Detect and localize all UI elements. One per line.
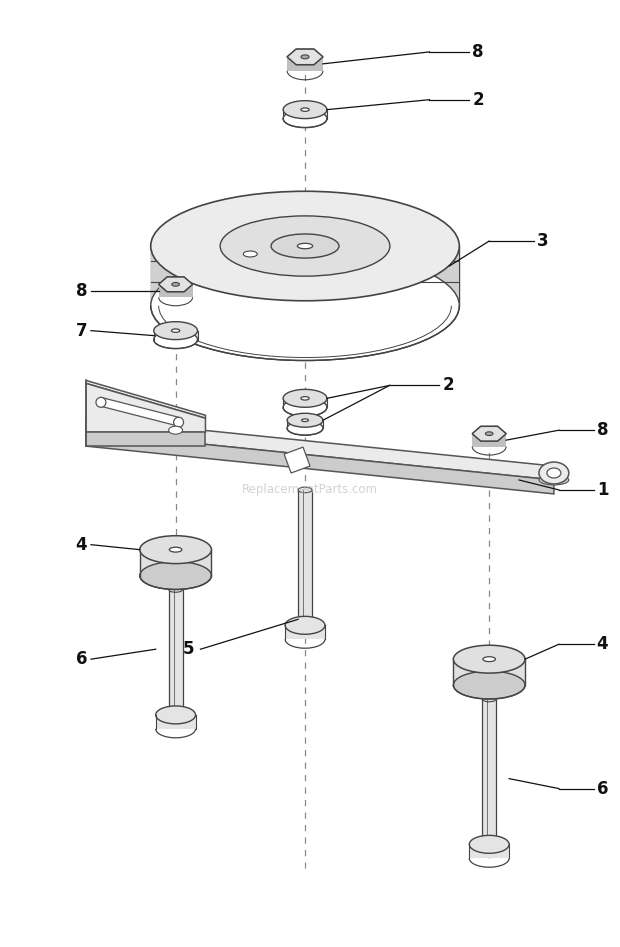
- Ellipse shape: [96, 398, 106, 407]
- Text: 1: 1: [596, 481, 608, 499]
- Ellipse shape: [169, 587, 182, 592]
- Ellipse shape: [453, 671, 525, 699]
- Bar: [156, 715, 195, 729]
- Ellipse shape: [169, 426, 182, 434]
- Ellipse shape: [539, 462, 569, 484]
- Text: 2: 2: [472, 91, 484, 109]
- Ellipse shape: [283, 110, 327, 128]
- Ellipse shape: [301, 108, 309, 112]
- Bar: [169, 589, 182, 715]
- Text: 4: 4: [596, 635, 608, 653]
- Bar: [154, 331, 198, 340]
- Bar: [283, 110, 327, 118]
- Polygon shape: [101, 398, 179, 426]
- Ellipse shape: [301, 419, 308, 421]
- Ellipse shape: [172, 329, 180, 332]
- Ellipse shape: [154, 331, 198, 348]
- Text: 4: 4: [76, 536, 87, 554]
- Ellipse shape: [220, 216, 390, 277]
- Bar: [482, 699, 496, 845]
- Polygon shape: [159, 277, 193, 292]
- Text: ReplacementParts.com: ReplacementParts.com: [242, 483, 378, 496]
- Ellipse shape: [243, 251, 257, 257]
- Ellipse shape: [140, 562, 211, 589]
- Text: 5: 5: [183, 640, 195, 658]
- Polygon shape: [151, 246, 459, 306]
- Ellipse shape: [151, 191, 459, 301]
- Ellipse shape: [485, 432, 493, 436]
- Ellipse shape: [156, 706, 195, 724]
- Polygon shape: [86, 381, 205, 419]
- Bar: [159, 284, 193, 297]
- Bar: [287, 420, 323, 428]
- Text: 6: 6: [76, 651, 87, 669]
- Ellipse shape: [453, 645, 525, 673]
- Text: 8: 8: [472, 43, 484, 61]
- Polygon shape: [86, 384, 205, 432]
- Ellipse shape: [174, 418, 184, 427]
- Polygon shape: [86, 432, 554, 494]
- Text: 2: 2: [443, 376, 454, 394]
- Text: 8: 8: [596, 421, 608, 439]
- Bar: [453, 659, 525, 685]
- Ellipse shape: [285, 616, 325, 634]
- Ellipse shape: [154, 322, 198, 340]
- Ellipse shape: [172, 282, 179, 286]
- Bar: [140, 549, 211, 576]
- Ellipse shape: [151, 251, 459, 361]
- Ellipse shape: [301, 397, 309, 400]
- Text: 3: 3: [537, 232, 549, 250]
- Polygon shape: [159, 277, 193, 292]
- Bar: [469, 845, 509, 858]
- Ellipse shape: [298, 487, 312, 492]
- Polygon shape: [86, 432, 205, 446]
- Ellipse shape: [169, 547, 182, 552]
- Polygon shape: [284, 447, 310, 473]
- Polygon shape: [287, 49, 323, 64]
- Bar: [472, 434, 506, 447]
- Bar: [283, 399, 327, 407]
- Ellipse shape: [287, 421, 323, 436]
- Ellipse shape: [283, 389, 327, 407]
- Text: 8: 8: [76, 282, 87, 300]
- Ellipse shape: [539, 475, 569, 485]
- Polygon shape: [472, 426, 506, 441]
- Ellipse shape: [140, 536, 211, 563]
- Ellipse shape: [283, 399, 327, 417]
- Ellipse shape: [298, 243, 312, 249]
- Ellipse shape: [547, 468, 561, 478]
- Ellipse shape: [469, 835, 509, 853]
- Text: 7: 7: [76, 322, 87, 340]
- Ellipse shape: [482, 696, 496, 702]
- Polygon shape: [472, 426, 506, 441]
- Text: 6: 6: [596, 779, 608, 797]
- Ellipse shape: [301, 55, 309, 59]
- Ellipse shape: [283, 100, 327, 118]
- Bar: [287, 57, 323, 71]
- Ellipse shape: [287, 413, 323, 427]
- Bar: [298, 490, 312, 625]
- Polygon shape: [86, 419, 554, 480]
- Ellipse shape: [271, 234, 339, 259]
- Bar: [285, 625, 325, 639]
- Polygon shape: [287, 49, 323, 64]
- Ellipse shape: [483, 656, 495, 662]
